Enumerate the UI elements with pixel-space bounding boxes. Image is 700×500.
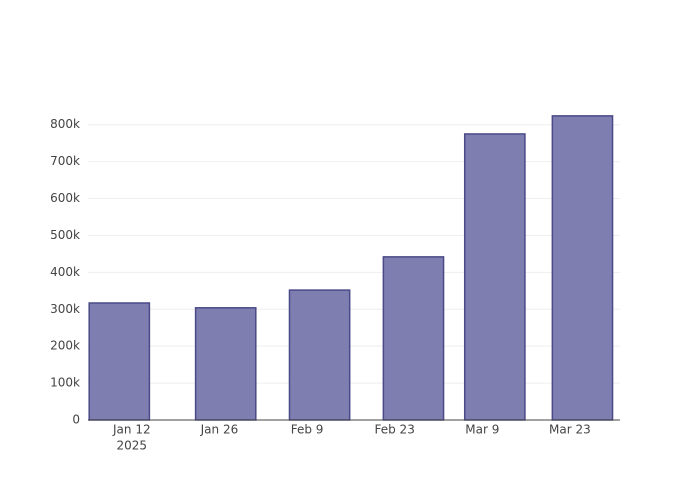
- x-tick-label: Mar 23: [549, 423, 591, 437]
- x-tick-label: Jan 26: [200, 423, 239, 437]
- y-tick-label: 100k: [50, 376, 80, 390]
- bar: [288, 289, 351, 421]
- x-year-label: 2025: [117, 439, 148, 453]
- y-tick-label: 800k: [50, 117, 80, 131]
- x-tick-label: Jan 12: [112, 423, 151, 437]
- y-tick-label: 700k: [50, 154, 80, 168]
- x-tick-label: Mar 9: [465, 423, 499, 437]
- y-tick-label: 300k: [50, 302, 80, 316]
- y-tick-label: 0: [72, 413, 80, 427]
- y-tick-label: 200k: [50, 339, 80, 353]
- bar: [194, 307, 257, 421]
- bar: [382, 256, 445, 421]
- bar: [463, 133, 526, 421]
- bar: [88, 302, 151, 421]
- bar: [551, 115, 614, 421]
- x-tick-label: Feb 23: [375, 423, 415, 437]
- y-tick-label: 400k: [50, 265, 80, 279]
- y-tick-label: 500k: [50, 228, 80, 242]
- y-tick-label: 600k: [50, 191, 80, 205]
- x-tick-label: Feb 9: [291, 423, 324, 437]
